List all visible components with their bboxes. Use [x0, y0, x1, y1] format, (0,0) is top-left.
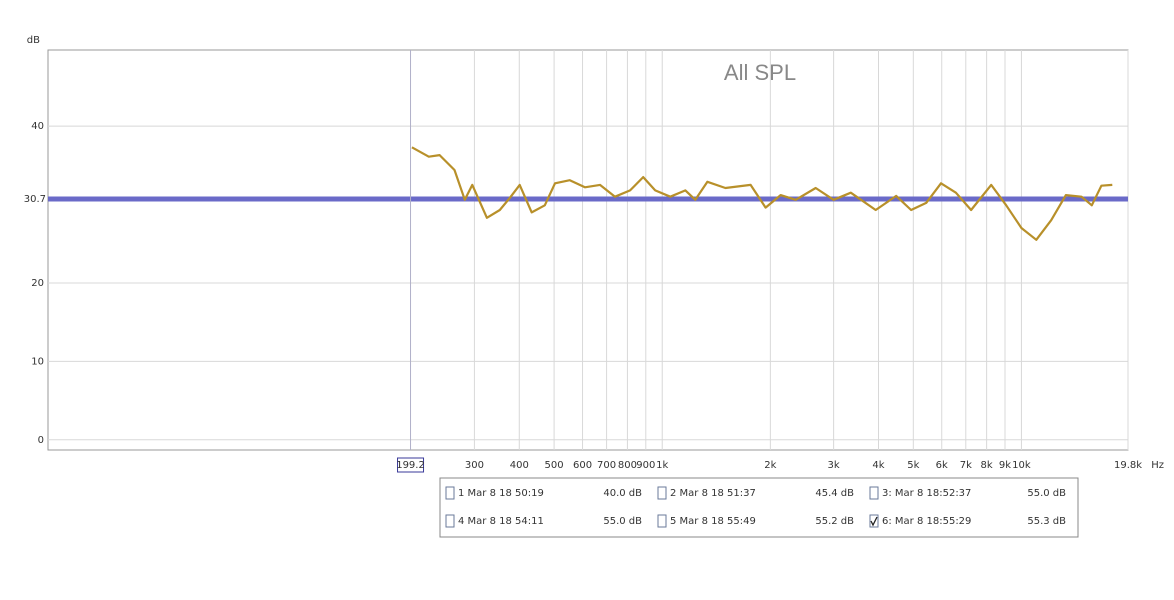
legend-level: 55.0 dB: [603, 516, 642, 527]
cursor-x-label: 199.2: [396, 460, 425, 471]
legend-level: 55.0 dB: [1027, 488, 1066, 499]
y-axis-label: dB: [27, 35, 40, 46]
cursor-y-label: 30.7: [24, 194, 46, 205]
legend-label: 1 Mar 8 18 50:19: [458, 488, 544, 499]
legend-label: 6: Mar 8 18:55:29: [882, 516, 971, 527]
x-tick-label: 10k: [1012, 460, 1031, 471]
legend-level: 55.2 dB: [815, 516, 854, 527]
y-tick-label: 40: [31, 121, 44, 132]
legend-label: 3: Mar 8 18:52:37: [882, 488, 971, 499]
legend-checkbox[interactable]: [657, 514, 667, 528]
x-tick-label: 700: [597, 460, 616, 471]
x-tick-label: 1k: [656, 460, 668, 471]
legend-level: 45.4 dB: [815, 488, 854, 499]
x-tick-label: 600: [573, 460, 592, 471]
x-tick-label: 9k: [999, 460, 1011, 471]
legend-checkbox[interactable]: [445, 486, 455, 500]
chart-title: All SPL: [724, 60, 796, 85]
legend-checkbox[interactable]: [869, 486, 879, 500]
legend-label: 4 Mar 8 18 54:11: [458, 516, 544, 527]
legend-checkbox[interactable]: [869, 514, 879, 528]
legend-checkbox[interactable]: [445, 514, 455, 528]
x-tick-label: 5k: [907, 460, 919, 471]
y-tick-label: 10: [31, 356, 44, 367]
x-tick-label: 4k: [872, 460, 884, 471]
legend-box: [439, 477, 1079, 538]
legend-level: 55.3 dB: [1027, 516, 1066, 527]
x-tick-label: 19.8k: [1114, 460, 1142, 471]
x-tick-label: 8k: [981, 460, 993, 471]
x-tick-label: 400: [510, 460, 529, 471]
spl-line: [411, 146, 1113, 241]
legend-checkbox[interactable]: [657, 486, 667, 500]
x-tick-label: 3k: [828, 460, 840, 471]
x-tick-label: 500: [545, 460, 564, 471]
x-tick-label: 900: [636, 460, 655, 471]
x-tick-label: 2k: [764, 460, 776, 471]
x-tick-label: 800: [618, 460, 637, 471]
x-tick-label: 7k: [960, 460, 972, 471]
legend-label: 5 Mar 8 18 55:49: [670, 516, 756, 527]
y-tick-label: 0: [38, 435, 44, 446]
legend-check: [870, 516, 878, 527]
x-tick-label: 6k: [936, 460, 948, 471]
y-tick-label: 20: [31, 278, 44, 289]
x-tick-label: 300: [465, 460, 484, 471]
x-unit: Hz: [1151, 460, 1164, 471]
plot-area: [47, 49, 1129, 451]
legend-label: 2 Mar 8 18 51:37: [670, 488, 756, 499]
legend-level: 40.0 dB: [603, 488, 642, 499]
cursor-x-box: [397, 457, 425, 473]
